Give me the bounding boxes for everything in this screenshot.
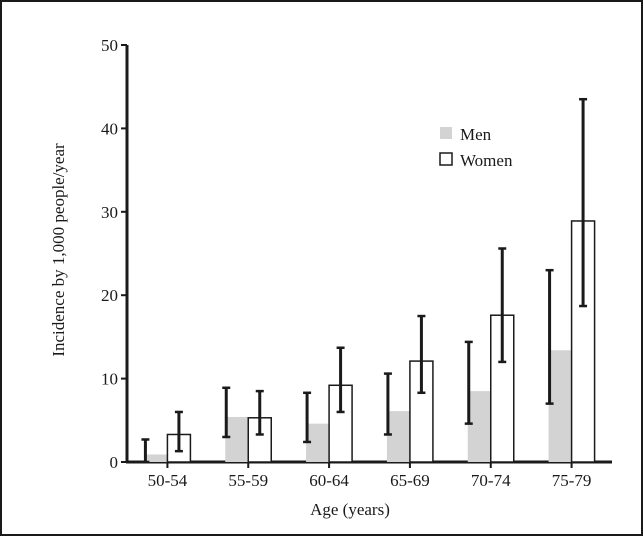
legend-men-swatch: [440, 127, 452, 139]
bar-men: [467, 391, 491, 462]
bar-men: [144, 454, 168, 462]
legend-women-label: Women: [460, 151, 513, 170]
y-tick-label: 10: [101, 370, 118, 389]
x-tick-label: 70-74: [471, 471, 511, 490]
y-tick-label: 40: [101, 119, 118, 138]
y-axis-title: Incidence by 1,000 people/year: [49, 143, 68, 357]
error-bars: [141, 97, 588, 464]
x-tick-label: 75-79: [552, 471, 592, 490]
x-ticks: 50-54 55-59 60-64 65-69 70-74 75-79: [148, 462, 592, 490]
axes: [125, 45, 612, 464]
y-tick-label: 30: [101, 203, 118, 222]
bars: [144, 220, 596, 463]
bar-men: [386, 411, 410, 462]
bar-men: [306, 423, 330, 462]
bar-men: [225, 416, 249, 462]
legend-women-swatch: [439, 152, 453, 166]
legend: Men Women: [439, 125, 513, 170]
x-tick-label: 50-54: [148, 471, 188, 490]
y-tick-label: 0: [110, 453, 119, 472]
x-tick-label: 65-69: [390, 471, 430, 490]
y-tick-label: 50: [101, 36, 118, 55]
x-tick-label: 60-64: [309, 471, 349, 490]
x-axis-title: Age (years): [310, 500, 390, 519]
x-tick-label: 55-59: [228, 471, 268, 490]
y-ticks: 0 10 20 30 40 50: [101, 36, 127, 472]
y-tick-label: 20: [101, 286, 118, 305]
legend-men-label: Men: [460, 125, 492, 144]
bar-men: [548, 350, 572, 462]
